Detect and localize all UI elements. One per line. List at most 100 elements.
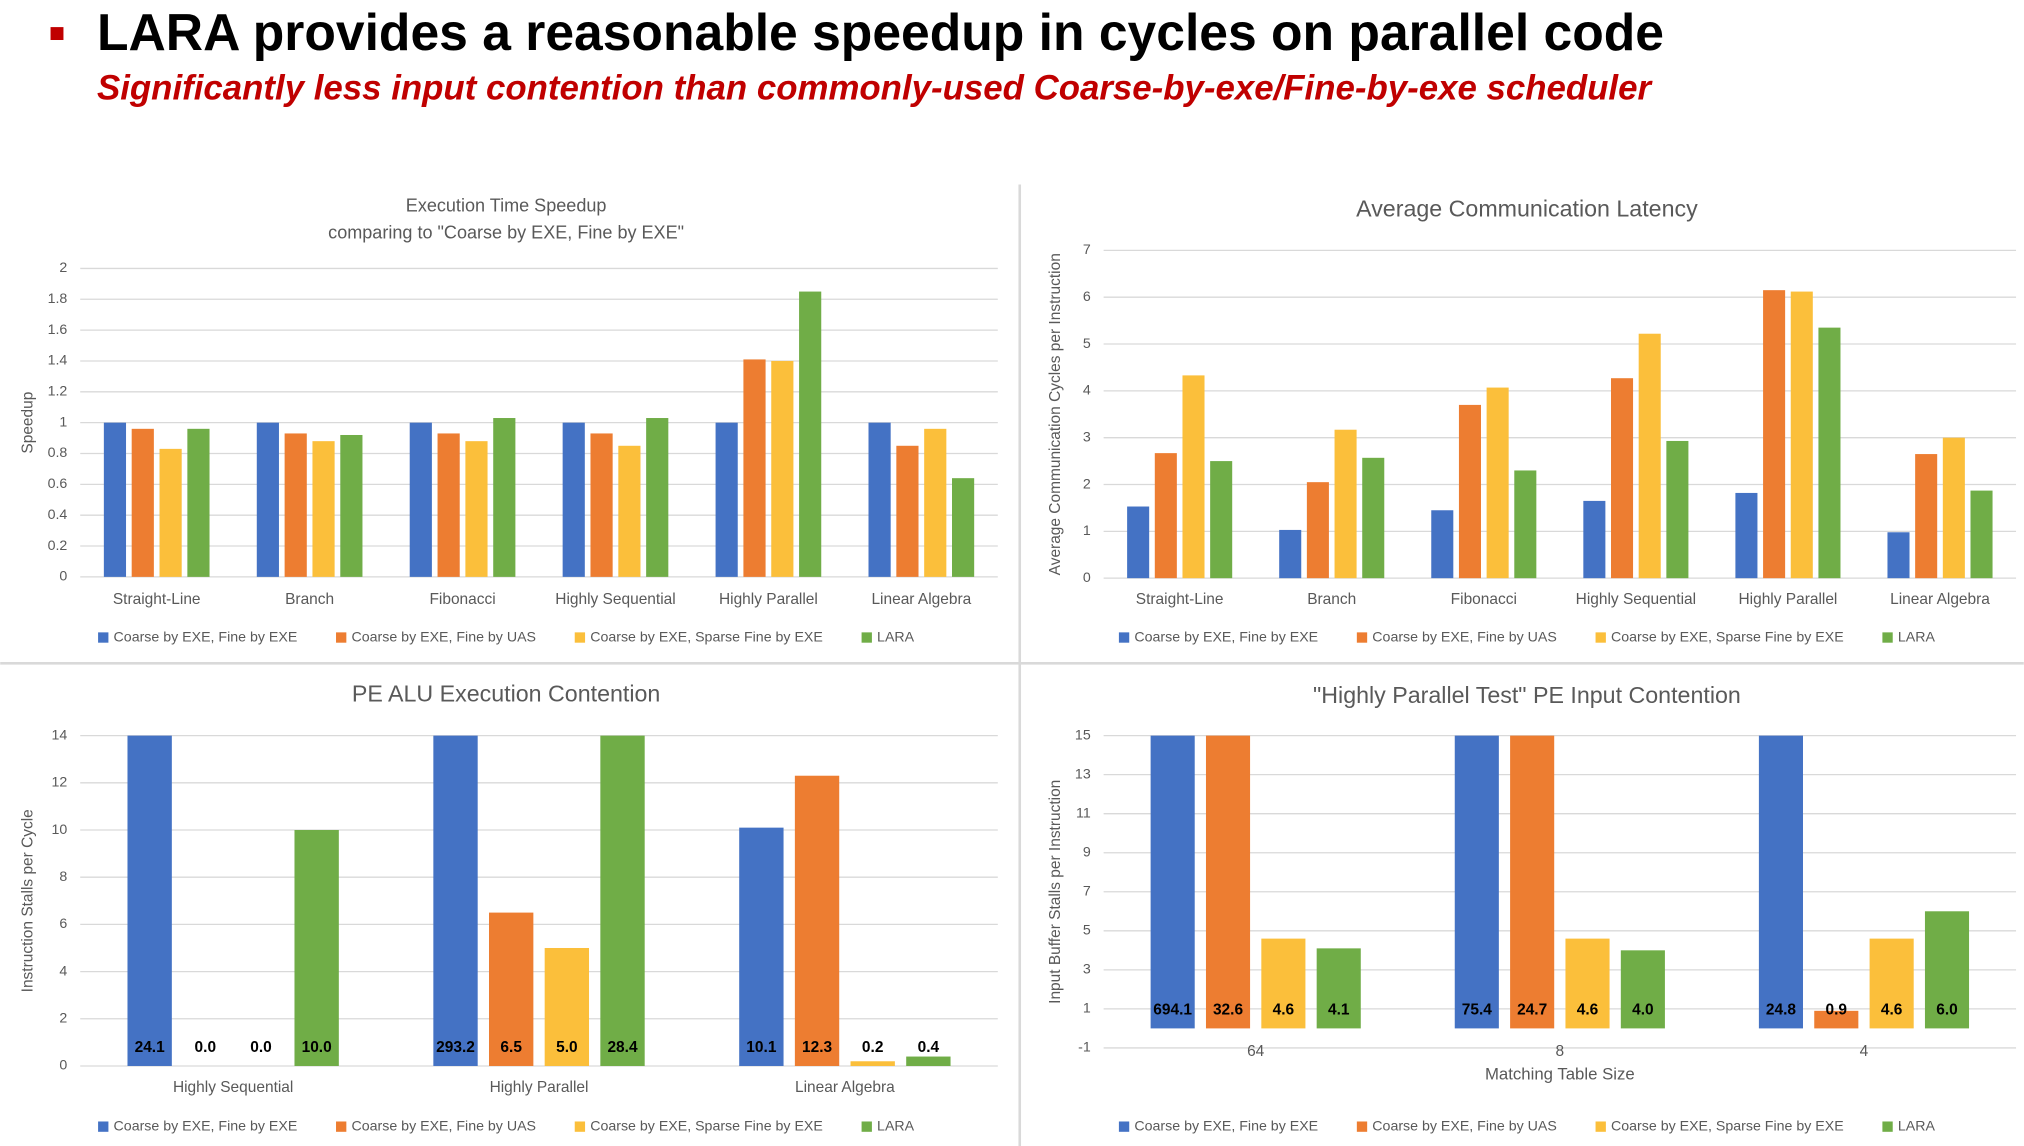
legend-label: Coarse by EXE, Fine by UAS xyxy=(1372,1118,1557,1134)
bar xyxy=(896,445,919,577)
chart-title: PE ALU Execution Contention xyxy=(352,681,660,707)
bar xyxy=(1454,735,1499,1029)
bar xyxy=(409,422,432,577)
bar xyxy=(743,359,766,577)
legend-swatch xyxy=(1595,1121,1606,1132)
plot-area xyxy=(1127,290,1993,579)
legend-swatch xyxy=(1882,632,1893,643)
bar xyxy=(256,422,279,577)
bar xyxy=(1150,735,1195,1029)
y-tick-label: 5 xyxy=(1083,923,1091,939)
bar xyxy=(489,912,534,1066)
x-tick-label: Straight-Line xyxy=(113,591,201,608)
data-label: 24.1 xyxy=(135,1039,166,1056)
x-tick-label: Highly Parallel xyxy=(490,1079,589,1096)
y-tick-label: 4 xyxy=(59,963,67,979)
bar xyxy=(131,428,154,577)
data-label: 694.1 xyxy=(1153,1001,1192,1018)
y-axis-label: Average Communication Cycles per Instruc… xyxy=(1047,253,1064,575)
bar xyxy=(850,1061,895,1066)
bar xyxy=(771,360,794,577)
data-label: 12.3 xyxy=(802,1039,833,1056)
bar xyxy=(1869,938,1914,1029)
y-tick-label: 8 xyxy=(59,869,67,885)
legend-swatch xyxy=(336,632,347,643)
legend-label: LARA xyxy=(1898,1118,1936,1134)
bar xyxy=(646,418,669,577)
y-tick-label: 0.4 xyxy=(48,507,68,523)
plot-area xyxy=(127,735,951,1066)
y-axis-label: Speedup xyxy=(20,392,37,454)
legend-label: LARA xyxy=(1898,629,1936,645)
bar xyxy=(794,775,840,1066)
legend-label: Coarse by EXE, Fine by UAS xyxy=(352,629,537,645)
data-label: 24.7 xyxy=(1517,1001,1547,1018)
x-tick-label: Highly Sequential xyxy=(173,1079,293,1096)
x-tick-label: 64 xyxy=(1247,1043,1265,1060)
legend-label: Coarse by EXE, Fine by UAS xyxy=(1372,629,1557,645)
legend-label: Coarse by EXE, Fine by EXE xyxy=(114,629,298,645)
y-tick-label: 6 xyxy=(1083,289,1091,305)
bar xyxy=(1205,735,1251,1029)
legend-swatch xyxy=(861,1121,872,1132)
legend-swatch xyxy=(1118,632,1130,643)
data-label: 32.6 xyxy=(1213,1001,1244,1018)
y-tick-label: 6 xyxy=(59,916,67,932)
y-axis-label: Instruction Stalls per Cycle xyxy=(20,809,37,992)
plot-area xyxy=(1150,735,1970,1029)
chart-title: Execution Time Speedup xyxy=(406,195,607,215)
legend-swatch xyxy=(1356,632,1368,643)
bar xyxy=(739,827,784,1066)
bar xyxy=(1431,510,1454,579)
x-tick-label: Highly Sequential xyxy=(1576,591,1696,608)
bar xyxy=(1514,470,1537,579)
bar xyxy=(437,433,460,577)
bar xyxy=(1763,290,1786,579)
x-tick-label: Highly Sequential xyxy=(555,591,675,608)
x-tick-label: Linear Algebra xyxy=(1890,591,1990,608)
bar xyxy=(1306,482,1329,579)
bar xyxy=(1942,437,1965,579)
bar xyxy=(1666,440,1689,579)
data-label: 0.4 xyxy=(918,1039,940,1056)
legend-label: Coarse by EXE, Sparse Fine by EXE xyxy=(590,1118,823,1134)
bar xyxy=(1210,461,1233,579)
data-label: 10.0 xyxy=(302,1039,332,1056)
bar xyxy=(1316,948,1361,1029)
data-label: 293.2 xyxy=(436,1039,475,1056)
legend-swatch xyxy=(1356,1121,1368,1132)
y-tick-label: 1.8 xyxy=(48,291,68,307)
y-tick-label: 7 xyxy=(1083,242,1091,258)
data-label: 4.0 xyxy=(1632,1001,1654,1018)
data-label: 0.0 xyxy=(195,1039,217,1056)
bar xyxy=(924,428,947,577)
data-label: 24.8 xyxy=(1766,1001,1797,1018)
y-tick-label: 1 xyxy=(1083,523,1091,539)
y-tick-label: 10 xyxy=(52,822,68,838)
bar xyxy=(544,947,590,1066)
bar xyxy=(433,735,478,1066)
bar xyxy=(1510,735,1555,1029)
bar xyxy=(465,441,488,577)
legend-label: Coarse by EXE, Sparse Fine by EXE xyxy=(590,629,823,645)
y-tick-label: 1.6 xyxy=(48,322,68,338)
bar xyxy=(1758,735,1803,1029)
bar xyxy=(1735,492,1758,579)
legend-label: Coarse by EXE, Fine by UAS xyxy=(352,1118,537,1134)
bar xyxy=(562,422,585,577)
bar xyxy=(1261,938,1306,1029)
legend-swatch xyxy=(1118,1121,1130,1132)
chart-title: "Highly Parallel Test" PE Input Contenti… xyxy=(1313,682,1741,708)
bullet xyxy=(50,27,64,41)
y-tick-label: 2 xyxy=(1083,476,1091,492)
y-tick-label: 3 xyxy=(1083,962,1091,978)
bar xyxy=(1182,375,1205,579)
bar xyxy=(600,735,645,1066)
legend-swatch xyxy=(1595,632,1606,643)
y-tick-label: 1 xyxy=(59,414,67,430)
bar xyxy=(590,433,613,577)
x-tick-label: 8 xyxy=(1556,1043,1565,1060)
legend-label: LARA xyxy=(877,1118,915,1134)
bar xyxy=(1127,506,1150,579)
x-tick-label: Branch xyxy=(1307,591,1356,608)
